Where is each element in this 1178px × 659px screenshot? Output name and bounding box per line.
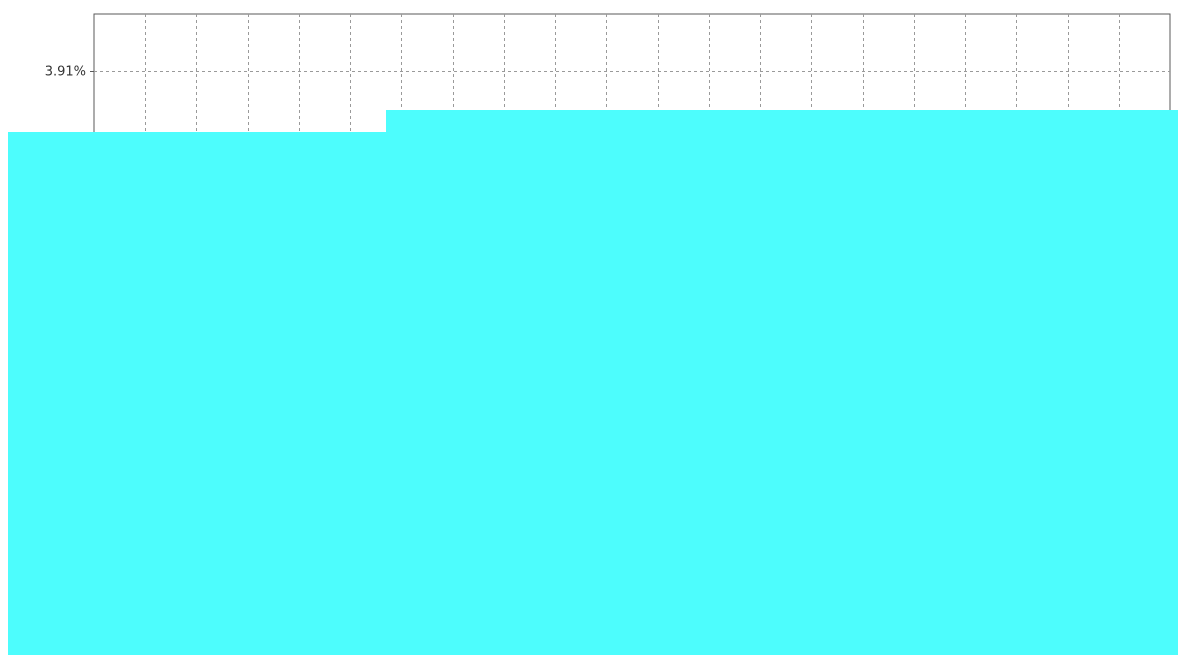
occlusion-overlay-main bbox=[8, 132, 1178, 655]
y-tick-label: 3.91% bbox=[45, 65, 86, 80]
